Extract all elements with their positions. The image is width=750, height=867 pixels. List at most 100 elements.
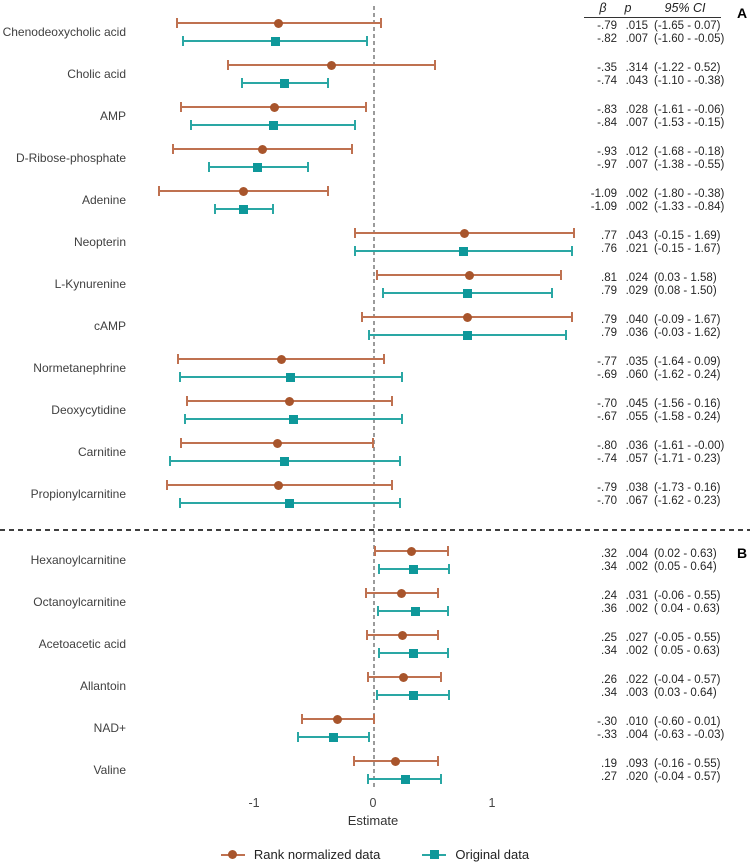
stat-p: .045: [625, 397, 648, 410]
stat-ci: (-0.16 - 0.55): [654, 757, 721, 770]
orig-point-marker: [329, 732, 339, 742]
stat-beta: .24: [601, 589, 617, 602]
orig-point-marker: [408, 564, 418, 574]
stat-beta: .79: [601, 326, 617, 339]
row-label: Carnitine: [77, 445, 126, 459]
row-label: Deoxycytidine: [51, 403, 126, 417]
row-label: D-Ribose-phosphate: [15, 151, 126, 165]
stat-ci: (-1.71 - 0.23): [654, 452, 721, 465]
stats-header-ci: 95% CI: [664, 1, 706, 15]
stat-beta: .34: [601, 560, 617, 573]
rank-errorbar-cap-right: [380, 18, 383, 28]
orig-point-marker: [400, 774, 410, 784]
stat-beta: -.35: [597, 61, 617, 74]
rank-point-marker: [391, 756, 401, 766]
orig-point-marker: [270, 36, 280, 46]
stat-p: .055: [625, 410, 648, 423]
stat-p: .036: [625, 326, 648, 339]
x-tick-label: -1: [248, 796, 260, 810]
row-label: Chenodeoxycholic acid: [2, 25, 126, 39]
orig-errorbar-cap-right: [448, 564, 451, 574]
stat-p: .028: [625, 103, 648, 116]
rank-errorbar-cap-left: [366, 630, 369, 640]
stats-header-beta: β: [599, 1, 607, 15]
stat-beta: -.79: [597, 19, 617, 32]
orig-errorbar-cap-left: [368, 330, 371, 340]
stat-beta: -.30: [597, 715, 617, 728]
orig-errorbar-cap-right: [570, 246, 573, 256]
orig-point-marker: [411, 606, 421, 616]
rank-errorbar-cap-left: [180, 102, 183, 112]
section-label-a: A: [737, 5, 748, 21]
stat-ci: (0.03 - 1.58): [654, 271, 717, 284]
stat-beta: .25: [601, 631, 617, 644]
stat-beta: -.67: [597, 410, 617, 423]
stat-ci: (-0.04 - 0.57): [654, 673, 721, 686]
stat-beta: .34: [601, 686, 617, 699]
orig-point-marker: [253, 162, 263, 172]
stat-p: .002: [625, 560, 648, 573]
orig-point-marker: [462, 330, 472, 340]
rank-errorbar-cap-right: [573, 228, 576, 238]
orig-errorbar-cap-left: [375, 690, 378, 700]
stat-beta: -.80: [597, 439, 617, 452]
orig-errorbar-cap-right: [400, 414, 403, 424]
rank-point-marker: [276, 354, 286, 364]
orig-errorbar-cap-left: [207, 162, 210, 172]
rank-point-marker: [464, 270, 474, 280]
orig-errorbar-cap-right: [564, 330, 567, 340]
stat-p: .015: [625, 19, 648, 32]
orig-errorbar-cap-right: [400, 372, 403, 382]
row-label: Octanoylcarnitine: [33, 595, 126, 609]
stat-beta: .81: [601, 271, 617, 284]
stat-p: .038: [625, 481, 648, 494]
row-label: Normetanephrine: [33, 361, 126, 375]
row-label: cAMP: [93, 319, 126, 333]
orig-errorbar-cap-right: [446, 648, 449, 658]
stat-ci: (0.08 - 1.50): [654, 284, 717, 297]
orig-errorbar-cap-left: [181, 36, 184, 46]
stat-p: .012: [625, 145, 648, 158]
orig-point-marker: [285, 498, 295, 508]
row-label: Valine: [93, 763, 126, 777]
stat-ci: (-1.38 - -0.55): [654, 158, 725, 171]
stat-ci: (-1.62 - 0.24): [654, 368, 721, 381]
orig-errorbar-cap-left: [297, 732, 300, 742]
original-data-key-icon: [422, 849, 447, 860]
rank-errorbar-cap-left: [361, 312, 364, 322]
stat-ci: (-1.68 - -0.18): [654, 145, 725, 158]
rank-errorbar-cap-left: [166, 480, 169, 490]
stat-beta: -.70: [597, 397, 617, 410]
rank-point-marker: [399, 672, 409, 682]
stat-beta: -.84: [597, 116, 617, 129]
rank-errorbar-cap-left: [180, 438, 183, 448]
stat-p: .067: [625, 494, 648, 507]
stat-p: .003: [625, 686, 648, 699]
orig-point-marker: [462, 288, 472, 298]
stat-ci: (-0.03 - 1.62): [654, 326, 721, 339]
row-label: NAD+: [93, 721, 126, 735]
stat-p: .004: [625, 547, 648, 560]
section-divider-line: [0, 529, 750, 531]
stat-ci: (0.03 - 0.64): [654, 686, 717, 699]
rank-point-marker: [274, 18, 284, 28]
orig-errorbar-cap-right: [272, 204, 275, 214]
orig-errorbar-cap-left: [179, 372, 182, 382]
row-label: Acetoacetic acid: [38, 637, 126, 651]
orig-errorbar-cap-left: [183, 414, 186, 424]
stat-ci: (-0.04 - 0.57): [654, 770, 721, 783]
stat-beta: -.97: [597, 158, 617, 171]
zero-reference-line: [373, 6, 375, 790]
orig-errorbar-cap-right: [439, 774, 442, 784]
stat-beta: -.69: [597, 368, 617, 381]
stat-ci: (0.02 - 0.63): [654, 547, 717, 560]
stat-beta: .79: [601, 284, 617, 297]
orig-point-marker: [408, 648, 418, 658]
orig-errorbar-cap-left: [189, 120, 192, 130]
orig-errorbar-cap-right: [368, 732, 371, 742]
stat-ci: (-0.09 - 1.67): [654, 313, 721, 326]
stat-p: .022: [625, 673, 648, 686]
stat-p: .027: [625, 631, 648, 644]
orig-errorbar-cap-right: [399, 456, 402, 466]
row-label: Adenine: [81, 193, 126, 207]
